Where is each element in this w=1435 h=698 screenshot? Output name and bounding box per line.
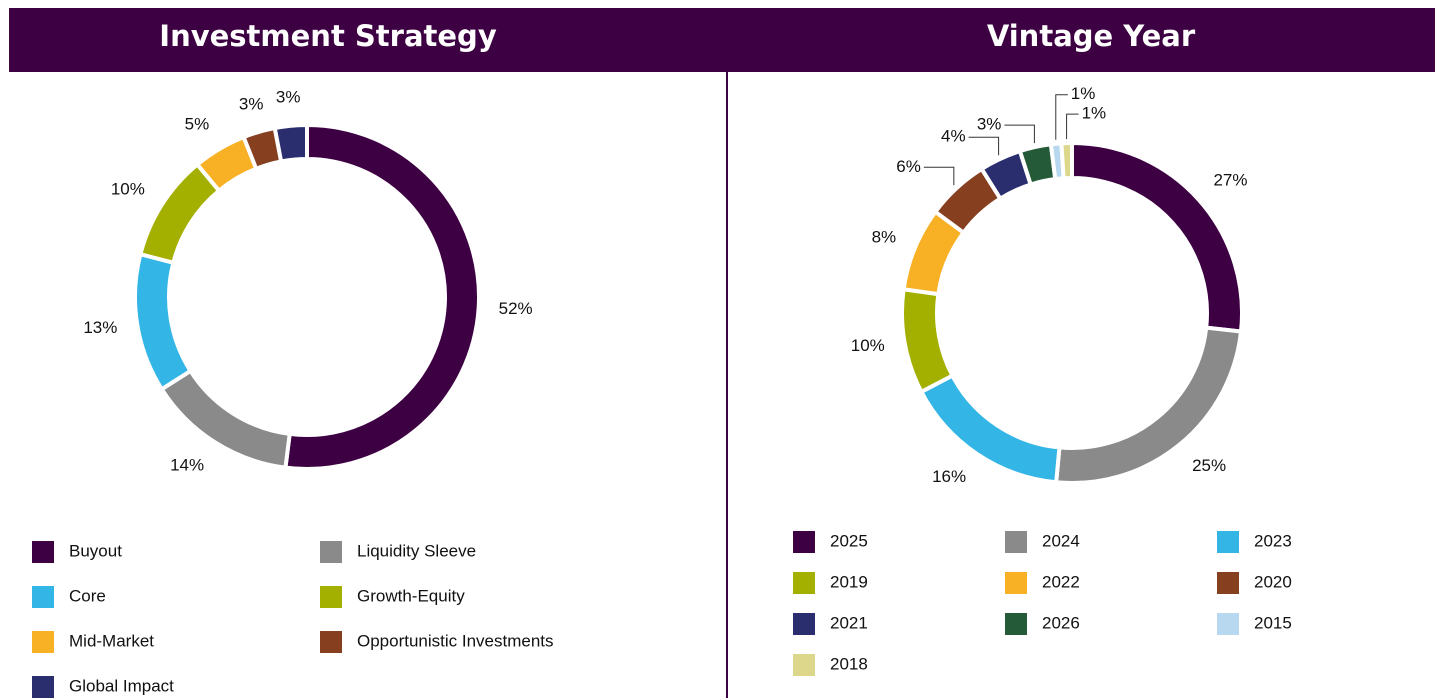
legend-label: 2022 (1042, 572, 1080, 591)
legend-swatch (1217, 572, 1239, 594)
data-label: 16% (932, 467, 966, 486)
data-label: 3% (977, 115, 1002, 134)
legend-swatch (793, 572, 815, 594)
legend-swatch (793, 531, 815, 553)
chart-title: Investment Strategy (159, 19, 497, 53)
data-label: 3% (239, 94, 264, 113)
data-label: 1% (1071, 84, 1096, 103)
legend-label: Growth-Equity (357, 586, 465, 605)
legend-label: 2015 (1254, 613, 1292, 632)
legend-label: 2023 (1254, 531, 1292, 550)
legend-label: Mid-Market (69, 631, 154, 650)
data-label: 52% (499, 299, 533, 318)
data-label: 6% (896, 157, 921, 176)
data-label: 5% (185, 114, 210, 133)
legend-label: 2025 (830, 531, 868, 550)
legend-swatch (32, 586, 54, 608)
legend-label: 2021 (830, 613, 868, 632)
legend-swatch (320, 541, 342, 563)
leader-line (1066, 113, 1079, 140)
legend-swatch (32, 676, 54, 698)
data-label: 10% (111, 179, 145, 198)
donut-slice (159, 368, 292, 470)
leader-line (923, 166, 955, 186)
data-label: 8% (872, 227, 897, 246)
legend-swatch (1005, 613, 1027, 635)
legend-label: 2026 (1042, 613, 1080, 632)
legend-swatch (320, 631, 342, 653)
data-label: 10% (851, 336, 885, 355)
legend-swatch (793, 613, 815, 635)
leader-line (1004, 124, 1035, 144)
leader-line (968, 136, 1000, 156)
legend-swatch (32, 631, 54, 653)
data-label: 13% (83, 318, 117, 337)
legend-label: 2019 (830, 572, 868, 591)
legend-label: Liquidity Sleeve (357, 541, 476, 560)
donut-slice (900, 287, 956, 395)
legend-label: Buyout (69, 541, 122, 560)
legend-label: 2018 (830, 654, 868, 673)
legend-swatch (793, 654, 815, 676)
legend-label: Opportunistic Investments (357, 631, 554, 650)
legend-label: 2020 (1254, 572, 1292, 591)
data-label: 27% (1213, 170, 1247, 189)
data-label: 1% (1082, 104, 1107, 123)
legend-label: 2024 (1042, 531, 1080, 550)
legend-swatch (320, 586, 342, 608)
header-bar (9, 8, 613, 72)
legend-swatch (1217, 613, 1239, 635)
data-label: 14% (170, 455, 204, 474)
legend-swatch (32, 541, 54, 563)
header-bar (613, 8, 1435, 72)
legend-label: Core (69, 586, 106, 605)
donut-slice (133, 251, 194, 392)
legend-swatch (1217, 531, 1239, 553)
donut-slice (1059, 140, 1074, 181)
legend-swatch (1005, 531, 1027, 553)
legend-label: Global Impact (69, 676, 174, 695)
chart-title: Vintage Year (987, 19, 1196, 53)
data-label: 4% (941, 127, 966, 146)
data-label: 25% (1192, 456, 1226, 475)
donut-slice (283, 122, 481, 471)
data-label: 3% (276, 87, 301, 106)
donut-slice (272, 122, 309, 164)
leader-line (1055, 94, 1068, 140)
legend-swatch (1005, 572, 1027, 594)
